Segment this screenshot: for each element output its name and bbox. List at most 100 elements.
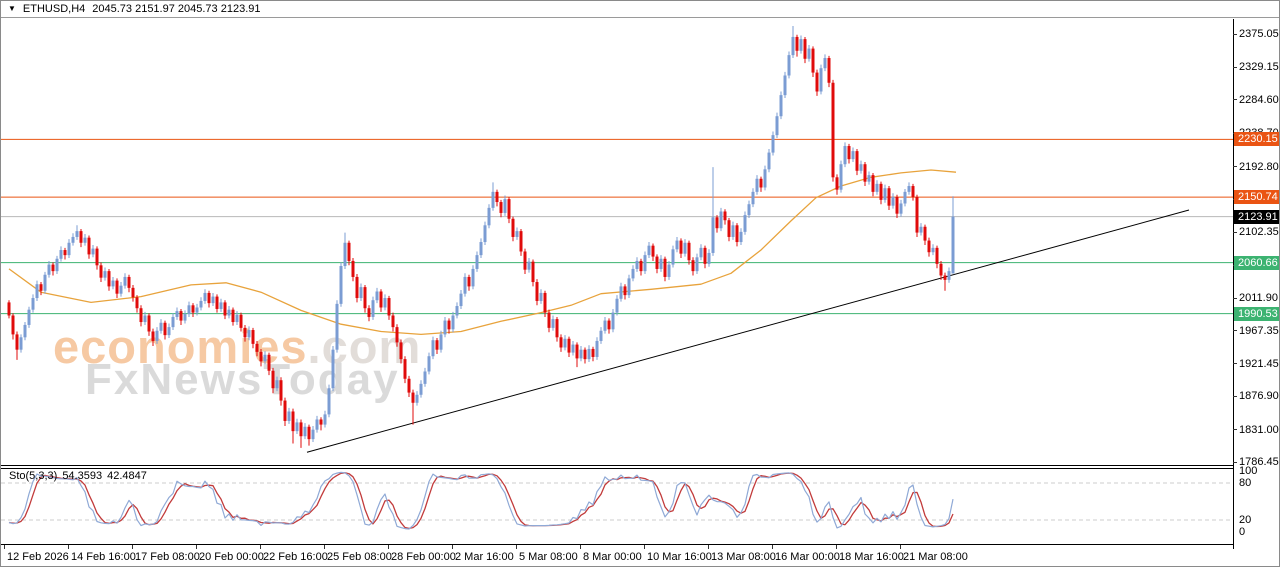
time-tick [516,545,517,549]
stoch-main-line [8,471,954,530]
stoch-scale-label: 0 [1239,526,1246,539]
candle-up [35,284,39,299]
candle-up [891,196,895,206]
candle-down [827,58,831,83]
candle-up [103,271,107,278]
price-scale-label: 1786.45 [1239,456,1279,469]
candle-down [687,242,691,261]
stoch-scale-label: 100 [1239,464,1258,477]
candle-up [335,303,339,350]
candle-down [391,315,395,328]
candle-down [911,186,915,197]
candle-up [199,300,203,308]
candle-up [599,330,603,341]
candle-down [623,286,627,296]
price-tick [1233,330,1237,331]
time-tick [900,545,901,549]
candle-down [435,340,439,350]
candle-up [83,237,87,243]
candle-down [863,164,867,182]
candle-up [187,305,191,315]
candle-up [919,226,923,233]
candle-up [743,215,747,232]
candle-down [411,392,415,403]
candle-up [647,245,651,256]
candle-up [779,95,783,117]
resistance-price-badge: 2230.15 [1234,132,1279,147]
candle-down [855,151,859,171]
ohlc-values: 2045.73 2151.97 2045.73 2123.91 [92,3,261,15]
candle-up [839,164,843,190]
candle-up [323,414,327,425]
candle-down [347,242,351,261]
candle-down [703,247,707,264]
candle-down [363,287,367,309]
candle-up [563,338,567,348]
symbol-dropdown-icon[interactable]: ▼ [8,4,16,13]
time-tick [772,545,773,549]
price-chart-canvas[interactable] [1,1,1233,567]
price-scale-label: 2102.35 [1239,226,1279,239]
candle-up [503,199,507,213]
candle-up [371,300,375,317]
candle-down [567,338,571,353]
candle-down [935,247,939,264]
candle-down [351,260,355,277]
candle-down [147,315,151,332]
candle-up [571,344,575,353]
time-tick [644,545,645,549]
time-scale-label: 18 Mar 16:00 [839,551,904,563]
candle-down [511,218,515,237]
time-scale-label: 21 Mar 08:00 [903,551,968,563]
support-price-badge: 2060.66 [1234,255,1279,270]
price-tick [1233,395,1237,397]
price-tick [1233,66,1237,68]
candle-up [635,260,639,269]
candle-down [395,327,399,343]
candle-up [67,242,71,256]
price-scale-label: 2192.80 [1239,160,1279,173]
candle-up [683,242,687,254]
candle-up [551,319,555,328]
candle-down [735,225,739,243]
support-price-badge: 1990.53 [1234,306,1279,321]
candle-up [75,231,79,237]
candle-down [223,302,227,316]
candle-up [91,248,95,255]
candle-down [651,245,655,257]
candle-down [543,292,547,313]
candle-down [403,359,407,379]
time-tick [260,545,261,549]
time-tick [132,545,133,549]
price-tick [1233,297,1237,299]
candle-up [247,330,251,338]
candle-up [55,258,59,272]
candle-up [491,191,495,208]
candle-down [831,82,835,178]
candle-up [731,225,735,237]
candle-up [747,204,751,216]
candle-down [691,260,695,272]
candle-up [375,291,379,301]
candle-down [895,196,899,214]
candle-down [655,256,659,269]
indicator-pane-bottom-border [1,544,1233,545]
candle-down [639,260,643,272]
candle-up [339,266,343,304]
candle-down [803,39,807,59]
candle-down [871,175,875,192]
candle-up [775,116,779,136]
candle-down [131,287,135,298]
candle-down [815,72,819,92]
candle-up [195,307,199,313]
candle-down [499,202,503,213]
candle-down [915,196,919,233]
candle-down [723,211,727,221]
candle-up [659,258,663,269]
time-scale-label: 14 Feb 16:00 [71,551,136,563]
time-scale-label: 5 Mar 08:00 [519,551,578,563]
candle-down [811,48,815,73]
candle-up [875,183,879,192]
watermark-subbrand: FxNewsToday [85,355,400,404]
